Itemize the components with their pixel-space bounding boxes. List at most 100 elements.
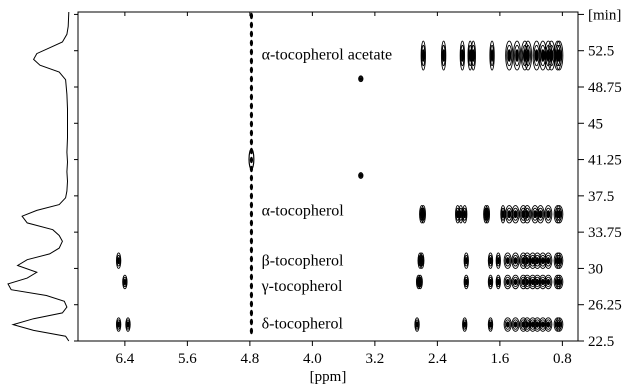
contour-peak xyxy=(555,252,564,269)
contour-peak xyxy=(506,44,513,67)
contour-peak xyxy=(556,44,563,67)
solvent-signal xyxy=(249,39,254,47)
contour-peak xyxy=(513,278,518,286)
contour-peak xyxy=(471,44,476,67)
contour-peak xyxy=(122,276,127,288)
contour-peak xyxy=(511,205,520,224)
contour-peak xyxy=(496,278,500,286)
contour-peak xyxy=(503,252,512,269)
contour-peak xyxy=(470,40,476,71)
contour-peak xyxy=(463,274,469,290)
contour-peak xyxy=(420,205,426,224)
contour-peak xyxy=(555,317,564,332)
contour-peak xyxy=(546,257,551,265)
compound-annotations: α-tocopherol acetate α-tocopherol β-tocoph… xyxy=(261,47,393,333)
contour-peak xyxy=(420,40,426,71)
contour-peak xyxy=(490,49,494,62)
solvent-signal xyxy=(249,309,254,317)
plot-frame xyxy=(77,11,579,342)
compound-contours xyxy=(358,172,364,179)
compound-label: α-tocopherol xyxy=(262,202,345,219)
solvent-signal xyxy=(249,75,254,83)
y-tick-label: 37.5 xyxy=(588,189,614,205)
contour-peak xyxy=(421,210,425,219)
contour-peak xyxy=(525,210,530,219)
contour-peak xyxy=(484,205,491,224)
contour-peak xyxy=(557,257,562,265)
x-axis-title: [ppm] xyxy=(310,369,347,385)
contour-peak xyxy=(525,321,530,328)
contour-peak xyxy=(511,274,520,290)
contour-peak xyxy=(496,254,501,267)
contour-peak xyxy=(535,257,540,265)
contour-peak xyxy=(414,317,420,332)
contour-peak xyxy=(125,317,131,332)
contour-peak xyxy=(419,252,425,269)
contour-peak xyxy=(525,278,530,286)
contour-peak xyxy=(513,210,518,219)
contour-peak xyxy=(507,210,512,219)
solvent-signal xyxy=(249,273,254,281)
solvent-signal xyxy=(249,300,254,308)
solvent-signal xyxy=(249,174,254,182)
contour-peak xyxy=(419,254,424,267)
contour-peak xyxy=(540,278,545,286)
solvent-signal xyxy=(249,210,254,218)
y-tick-label: 48.75 xyxy=(588,80,622,96)
x-axis: 6.4 5.6 4.8 4.0 3.2 2.4 1.6 0.8 xyxy=(116,12,572,367)
y-tick-label: 41.25 xyxy=(588,153,622,169)
contour-peak xyxy=(555,274,564,290)
contour-peak xyxy=(442,49,445,62)
y-tick-label: 45 xyxy=(588,116,603,132)
contour-peak xyxy=(523,40,533,71)
contour-peak xyxy=(358,173,363,179)
contour-peak xyxy=(487,317,494,332)
contour-peak xyxy=(462,207,467,221)
solvent-signal xyxy=(249,318,254,326)
solvent-signal xyxy=(249,327,254,335)
contour-peak xyxy=(549,49,554,62)
contour-peak xyxy=(544,252,553,269)
contour-peak xyxy=(553,40,562,71)
contour-peak xyxy=(487,252,494,269)
contour-peak xyxy=(464,254,469,267)
contour-peak xyxy=(557,210,562,219)
contour-peak xyxy=(418,276,423,288)
contour-peak xyxy=(461,49,464,62)
solvent-signal xyxy=(249,102,254,110)
solvent-signal xyxy=(249,57,254,65)
contour-peak xyxy=(514,44,521,67)
solvent-signal xyxy=(249,21,254,29)
contour-peak xyxy=(536,205,545,224)
solvent-signal xyxy=(249,138,254,146)
contour-peak xyxy=(463,252,469,269)
compound-label: γ-tocopherol xyxy=(261,278,343,295)
contour-peak xyxy=(488,276,493,288)
contour-peak xyxy=(525,44,531,67)
contour-peak xyxy=(513,40,522,71)
x-tick-label: 4.0 xyxy=(303,351,322,367)
contour-peak xyxy=(462,319,467,330)
contour-peak xyxy=(462,317,468,332)
contour-peak xyxy=(485,207,490,221)
contour-peak xyxy=(489,40,495,71)
contour-peak xyxy=(553,252,562,269)
compound-label: δ-tocopherol xyxy=(262,316,344,333)
contour-peak xyxy=(513,321,518,328)
contour-peak xyxy=(459,210,463,219)
solvent-signal xyxy=(249,111,254,119)
y-tick-label: 33.75 xyxy=(588,225,622,241)
contour-peak xyxy=(464,257,468,265)
contour-peak xyxy=(556,254,563,267)
contour-peak xyxy=(495,274,501,290)
solvent-signal xyxy=(249,219,254,227)
solvent-signal xyxy=(249,282,254,290)
contour-peak xyxy=(489,321,492,328)
contour-peak xyxy=(512,276,519,288)
contour-peak xyxy=(501,210,505,219)
contour-peak xyxy=(126,319,130,330)
x-tick-label: 5.6 xyxy=(178,351,197,367)
contour-peak xyxy=(546,210,551,219)
contour-peak xyxy=(417,274,423,290)
contour-peak xyxy=(358,76,363,82)
